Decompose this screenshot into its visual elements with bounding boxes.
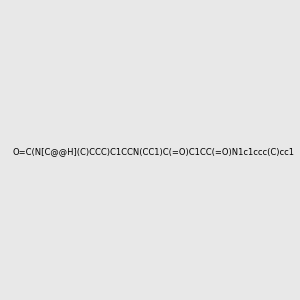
- Text: O=C(N[C@@H](C)CCC)C1CCN(CC1)C(=O)C1CC(=O)N1c1ccc(C)cc1: O=C(N[C@@H](C)CCC)C1CCN(CC1)C(=O)C1CC(=O…: [13, 147, 295, 156]
